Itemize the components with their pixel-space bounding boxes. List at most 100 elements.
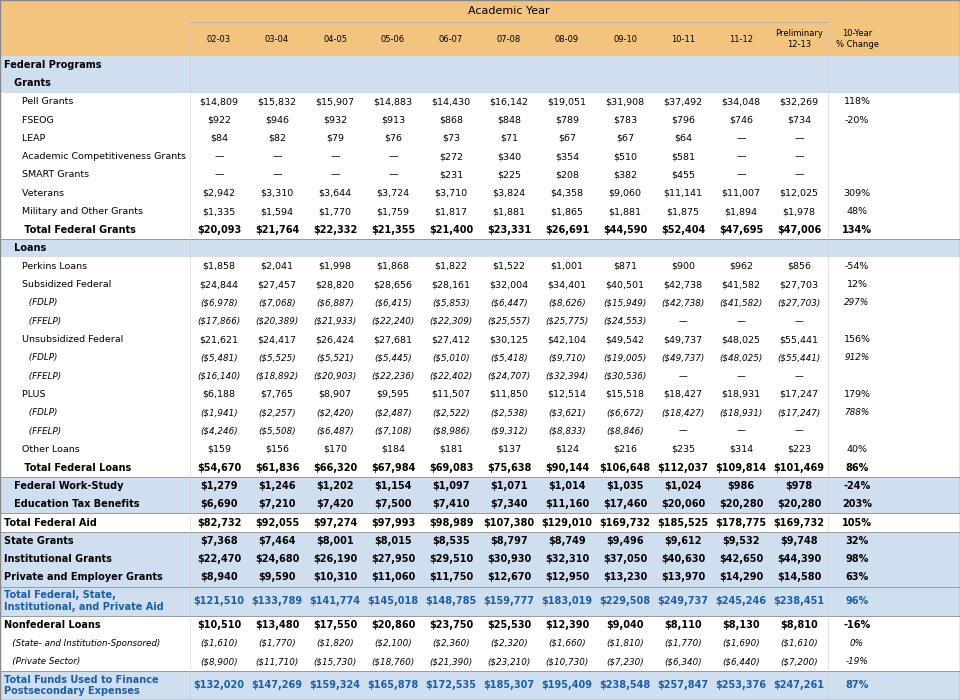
Text: $1,894: $1,894 [725, 207, 757, 216]
Text: $169,732: $169,732 [774, 517, 825, 528]
Text: $1,154: $1,154 [374, 481, 412, 491]
Text: —: — [214, 152, 224, 161]
Text: —: — [388, 170, 397, 179]
Text: ($9,312): ($9,312) [491, 426, 528, 435]
Text: 06-07: 06-07 [439, 34, 463, 43]
Text: $11,007: $11,007 [722, 189, 760, 197]
Text: Academic Year: Academic Year [468, 6, 550, 16]
Text: $581: $581 [671, 152, 695, 161]
Text: ($8,900): ($8,900) [201, 657, 238, 666]
Text: $9,748: $9,748 [780, 536, 818, 546]
Text: $1,881: $1,881 [609, 207, 641, 216]
Text: $44,390: $44,390 [777, 554, 821, 564]
Text: ($18,931): ($18,931) [719, 408, 762, 417]
Text: —: — [679, 317, 687, 326]
Text: ($1,690): ($1,690) [722, 639, 759, 648]
Text: $17,550: $17,550 [313, 620, 357, 630]
Text: $868: $868 [439, 116, 463, 125]
Text: $71: $71 [500, 134, 518, 143]
Text: —: — [736, 134, 746, 143]
Text: $67: $67 [616, 134, 634, 143]
Text: $66,320: $66,320 [313, 463, 357, 473]
Text: $14,809: $14,809 [200, 97, 238, 106]
Text: —: — [214, 170, 224, 179]
Text: $9,496: $9,496 [607, 536, 644, 546]
Text: $796: $796 [671, 116, 695, 125]
Bar [0, 202, 960, 220]
Text: Academic Competitiveness Grants: Academic Competitiveness Grants [4, 152, 186, 161]
Text: $253,376: $253,376 [715, 680, 766, 690]
Text: $1,978: $1,978 [782, 207, 815, 216]
Text: $18,427: $18,427 [663, 390, 703, 399]
Text: Grants: Grants [4, 78, 51, 88]
Text: $3,644: $3,644 [319, 189, 351, 197]
Text: ($24,553): ($24,553) [604, 317, 647, 326]
Text: $82: $82 [268, 134, 286, 143]
Text: $9,595: $9,595 [376, 390, 410, 399]
Text: $8,130: $8,130 [722, 620, 759, 630]
Text: $8,110: $8,110 [664, 620, 702, 630]
Text: $10,310: $10,310 [313, 573, 357, 582]
Text: 12%: 12% [847, 280, 868, 289]
Text: $9,590: $9,590 [258, 573, 296, 582]
Text: $932: $932 [323, 116, 348, 125]
Text: 07-08: 07-08 [497, 34, 521, 43]
Text: $97,993: $97,993 [371, 517, 415, 528]
Text: $11,160: $11,160 [545, 499, 589, 509]
Text: ($10,730): ($10,730) [545, 657, 588, 666]
Text: $247,261: $247,261 [774, 680, 825, 690]
Bar [0, 239, 960, 257]
Text: $21,764: $21,764 [254, 225, 300, 235]
Text: 03-04: 03-04 [265, 34, 289, 43]
Text: $229,508: $229,508 [599, 596, 651, 606]
Text: $17,460: $17,460 [603, 499, 647, 509]
Text: ($1,770): ($1,770) [664, 639, 702, 648]
Text: ($22,402): ($22,402) [429, 372, 472, 381]
Text: ($2,257): ($2,257) [258, 408, 296, 417]
Text: $2,041: $2,041 [260, 262, 294, 271]
Text: $14,883: $14,883 [373, 97, 413, 106]
Text: $11,141: $11,141 [663, 189, 703, 197]
Text: 04-05: 04-05 [323, 34, 347, 43]
Text: Total Federal Aid: Total Federal Aid [4, 517, 97, 528]
Text: $26,424: $26,424 [316, 335, 354, 344]
Text: $15,518: $15,518 [606, 390, 644, 399]
Text: 63%: 63% [846, 573, 869, 582]
Text: $49,737: $49,737 [663, 335, 703, 344]
Text: $18,931: $18,931 [721, 390, 760, 399]
Text: $23,331: $23,331 [487, 225, 531, 235]
Text: Subsidized Federal: Subsidized Federal [4, 280, 111, 289]
Text: $34,048: $34,048 [721, 97, 760, 106]
Text: ($2,538): ($2,538) [491, 408, 528, 417]
Bar [0, 568, 960, 587]
Text: $382: $382 [612, 170, 637, 179]
Text: ($6,440): ($6,440) [722, 657, 759, 666]
Text: $147,269: $147,269 [252, 680, 302, 690]
Text: $106,648: $106,648 [599, 463, 651, 473]
Text: $257,847: $257,847 [658, 680, 708, 690]
Text: ($21,390): ($21,390) [429, 657, 472, 666]
Text: ($20,389): ($20,389) [255, 317, 299, 326]
Text: $26,691: $26,691 [545, 225, 589, 235]
Text: $7,464: $7,464 [258, 536, 296, 546]
Text: $1,014: $1,014 [548, 481, 586, 491]
Text: $1,246: $1,246 [258, 481, 296, 491]
Text: $32,004: $32,004 [490, 280, 529, 289]
Text: ($6,672): ($6,672) [606, 408, 644, 417]
Text: $7,500: $7,500 [374, 499, 412, 509]
Text: $9,532: $9,532 [722, 536, 759, 546]
Text: 788%: 788% [845, 408, 870, 417]
Text: $26,190: $26,190 [313, 554, 357, 564]
Text: $12,950: $12,950 [545, 573, 589, 582]
Text: $159,324: $159,324 [309, 680, 361, 690]
Text: ($49,737): ($49,737) [661, 354, 705, 363]
Bar [0, 92, 960, 111]
Text: $9,060: $9,060 [609, 189, 641, 197]
Text: 32%: 32% [846, 536, 869, 546]
Text: Unsubsidized Federal: Unsubsidized Federal [4, 335, 123, 344]
Text: $159,777: $159,777 [484, 596, 535, 606]
Text: $6,690: $6,690 [201, 499, 238, 509]
Bar [0, 312, 960, 330]
Text: ($5,445): ($5,445) [374, 354, 412, 363]
Text: $1,865: $1,865 [550, 207, 584, 216]
